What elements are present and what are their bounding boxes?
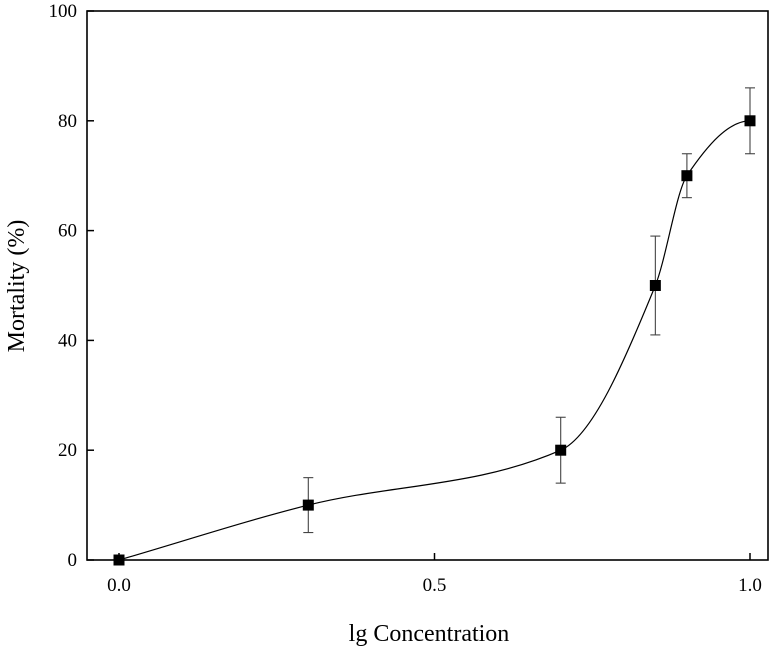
y-tick-label: 100 [49, 1, 78, 22]
x-axis-label: lg Concentration [349, 621, 510, 647]
x-tick-label: 0.0 [107, 575, 131, 596]
data-point [649, 280, 661, 291]
data-point [555, 444, 567, 456]
x-tick-label: 0.5 [423, 575, 447, 596]
fit-curve [118, 120, 751, 561]
fit-curve-layer [118, 120, 751, 561]
y-tick-label: 0 [68, 550, 78, 571]
data-markers-layer [113, 115, 756, 566]
y-axis-ticks: 0 20 40 60 80 100 [49, 1, 94, 571]
data-point [113, 554, 125, 566]
data-point [744, 115, 756, 127]
y-tick-label: 40 [58, 330, 77, 351]
error-bars-layer [303, 87, 755, 534]
plot-border [86, 10, 769, 561]
x-tick-label: 1.0 [738, 575, 762, 596]
y-tick-label: 80 [58, 111, 77, 132]
y-axis-label: Mortality (%) [4, 220, 30, 353]
data-point [681, 170, 693, 182]
plot-frame [86, 10, 769, 561]
data-point [302, 499, 314, 511]
x-axis-ticks: 0.0 0.5 1.0 [107, 553, 762, 596]
y-tick-label: 20 [58, 440, 77, 461]
y-tick-label: 60 [58, 221, 77, 242]
